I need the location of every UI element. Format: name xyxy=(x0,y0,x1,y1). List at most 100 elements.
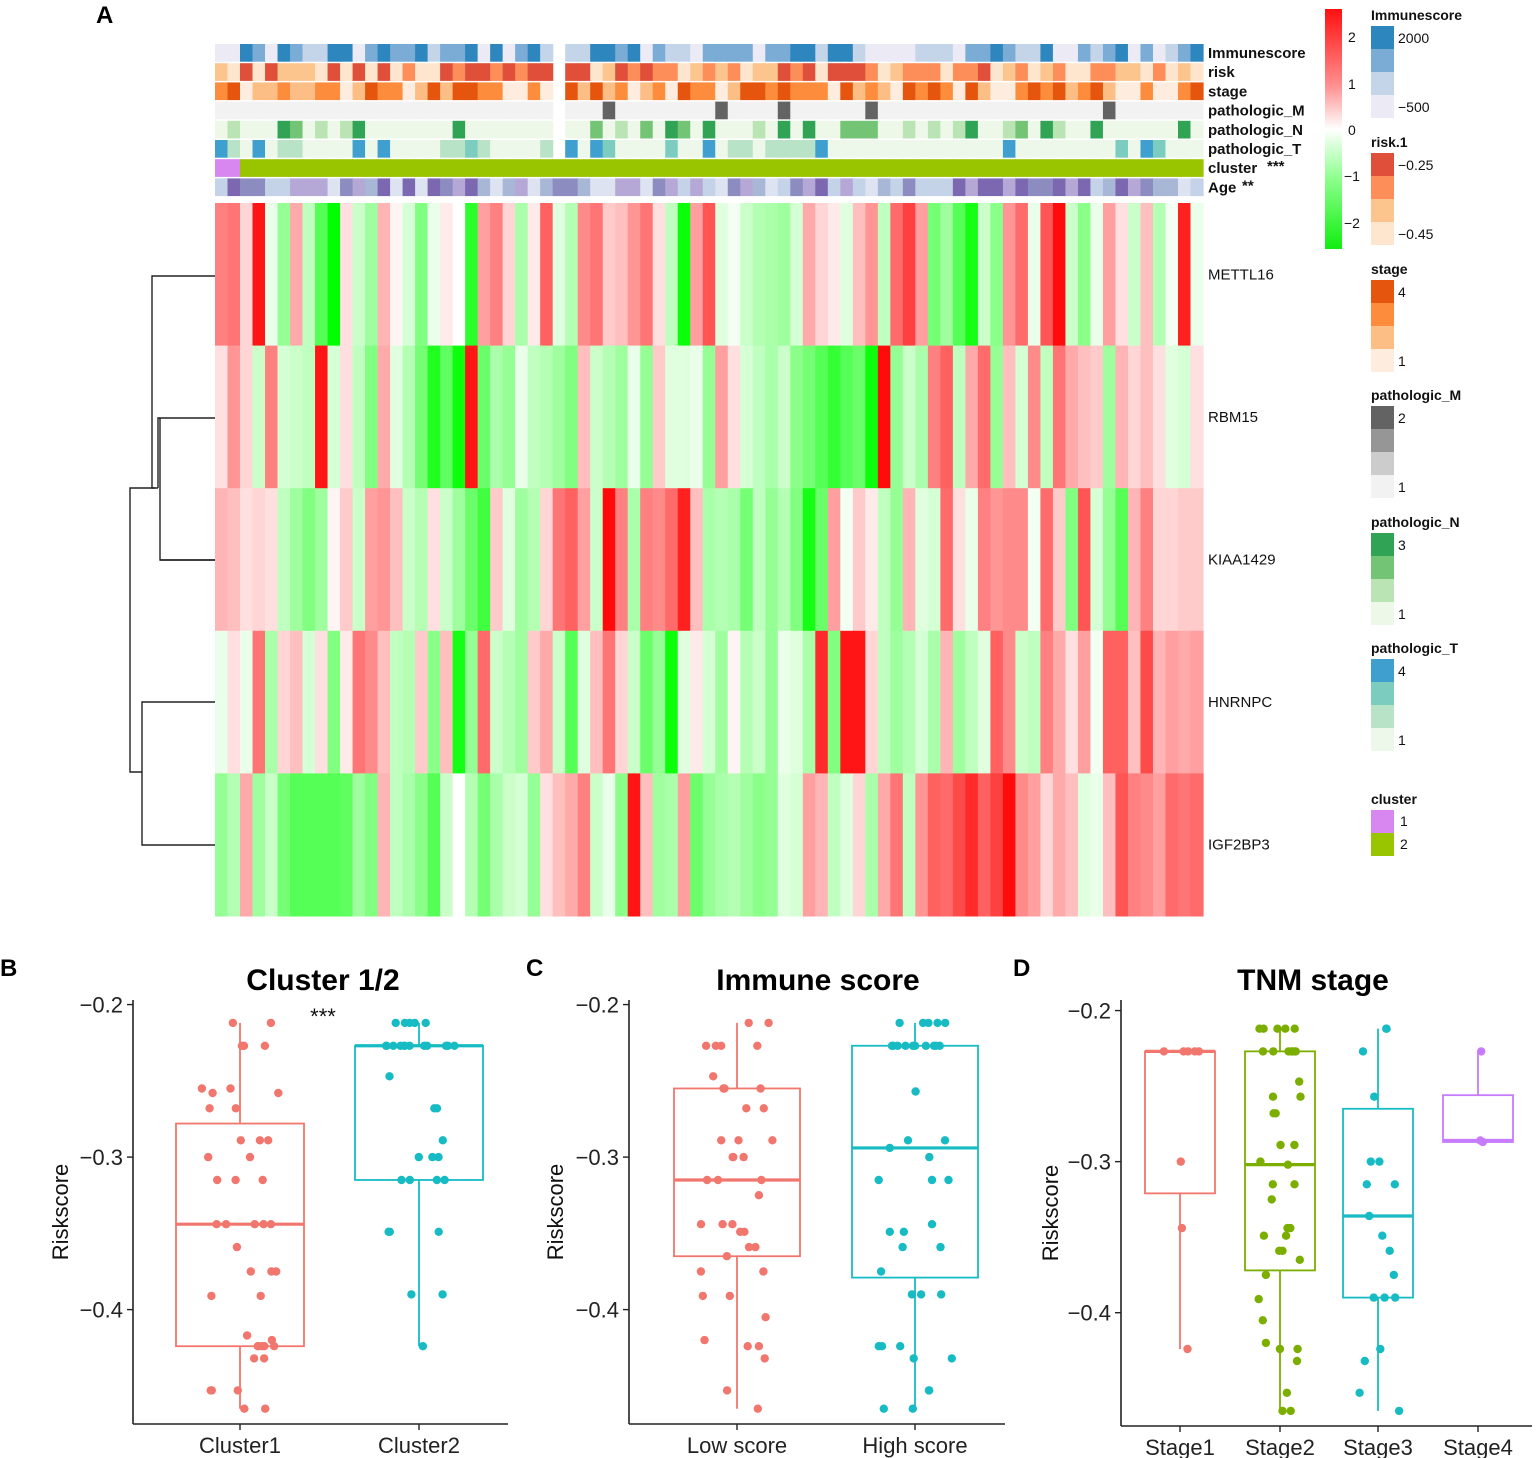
heatmap-cell xyxy=(1002,203,1017,347)
heatmap-cell xyxy=(590,773,604,917)
annotation-cell xyxy=(965,44,979,62)
data-point xyxy=(889,1041,898,1051)
annotation-cell xyxy=(277,140,291,158)
legend-tick: 3 xyxy=(1398,537,1406,553)
heatmap-cell xyxy=(1177,488,1192,632)
heatmap-cell xyxy=(740,488,754,632)
heatmap-cell xyxy=(1102,345,1117,489)
data-point xyxy=(713,1175,723,1185)
data-point xyxy=(936,1242,945,1252)
legend-swatch xyxy=(1371,833,1394,856)
data-point xyxy=(696,1267,706,1276)
annotation-cell xyxy=(827,44,841,62)
annotation-cell xyxy=(665,159,679,177)
data-point xyxy=(1282,1388,1292,1398)
annotation-cell xyxy=(265,63,279,81)
annotation-cell xyxy=(1115,140,1129,158)
heatmap-cell xyxy=(302,488,316,632)
heatmap-cell xyxy=(265,345,279,489)
annotation-cell xyxy=(340,178,354,197)
heatmap-cell xyxy=(990,203,1004,347)
data-point xyxy=(702,1175,712,1185)
data-point xyxy=(698,1291,707,1301)
annotation-cell xyxy=(390,44,404,62)
data-point xyxy=(1278,1246,1287,1256)
annotation-cell xyxy=(1177,140,1192,158)
annotation-cell xyxy=(1140,120,1154,139)
data-point xyxy=(1283,1160,1293,1169)
annotation-cell xyxy=(1190,44,1204,62)
heatmap-cell xyxy=(865,773,879,917)
data-point xyxy=(1281,1231,1291,1240)
annotation-cell xyxy=(827,178,841,197)
data-point xyxy=(1258,1316,1268,1325)
annotation-cell xyxy=(277,44,291,62)
annotation-cell xyxy=(602,63,616,81)
annotation-cell xyxy=(615,63,629,81)
annotation-cell xyxy=(427,82,441,101)
annotation-cell xyxy=(1152,178,1167,197)
heatmap-cell xyxy=(365,773,379,917)
heatmap-cell xyxy=(815,488,829,632)
heatmap-cell xyxy=(652,488,666,632)
annotation-cell xyxy=(615,178,629,197)
heatmap-cell xyxy=(290,488,304,632)
annotation-cell xyxy=(915,44,929,62)
annotation-cell xyxy=(740,140,754,158)
annotation-cell xyxy=(802,82,816,101)
heatmap-cell xyxy=(1052,345,1067,489)
annotation-cell xyxy=(965,120,979,139)
heatmap-cell xyxy=(802,630,816,774)
annotation-cell xyxy=(477,101,491,120)
heatmap-cell xyxy=(990,488,1004,632)
annotation-cell xyxy=(927,178,941,197)
annotation-cell xyxy=(302,140,316,158)
data-point xyxy=(1295,1255,1305,1265)
heatmap-cell xyxy=(427,488,441,632)
annotation-cell xyxy=(902,63,916,81)
annotation-cell xyxy=(290,44,304,62)
annotation-cell xyxy=(1177,120,1192,139)
heatmap-cell xyxy=(1152,345,1167,489)
annotation-cell xyxy=(615,82,629,101)
annotation-cell xyxy=(890,82,904,101)
annotation-cell xyxy=(252,82,266,101)
data-point xyxy=(899,1227,908,1237)
annotation-cell xyxy=(390,140,404,158)
heatmap-cell xyxy=(1052,203,1067,347)
annotation-cell xyxy=(427,120,441,139)
heatmap-cell xyxy=(777,488,791,632)
annotation-cell xyxy=(515,101,529,120)
annotation-cell xyxy=(977,101,991,120)
annotation-cell xyxy=(602,159,616,177)
annotation-cell xyxy=(990,159,1004,177)
annotation-cell xyxy=(502,140,516,158)
heatmap-cell xyxy=(1177,773,1192,917)
annotation-cell xyxy=(365,63,379,81)
significance-marker: *** xyxy=(310,1004,336,1029)
heatmap-cell xyxy=(527,488,541,632)
data-point xyxy=(255,1136,265,1145)
heatmap-cell xyxy=(627,345,641,489)
data-point xyxy=(204,1152,213,1162)
heatmap-cell xyxy=(1077,203,1092,347)
data-point xyxy=(1390,1180,1400,1189)
annotation-cell xyxy=(352,159,366,177)
annotation-cell xyxy=(477,178,491,197)
gene-labels: METTL16 RBM15 KIAA1429 HNRNPC IGF2BP3 xyxy=(1208,266,1276,853)
data-point xyxy=(1261,1270,1271,1280)
annotation-cell xyxy=(590,178,604,197)
heatmap-cell xyxy=(840,203,854,347)
heatmap-cell xyxy=(1015,488,1029,632)
annotation-cell xyxy=(565,178,579,197)
annotation-cell xyxy=(340,44,354,62)
annotation-cell xyxy=(565,63,579,81)
annotation-cell xyxy=(1015,82,1029,101)
heatmap-cell xyxy=(415,773,429,917)
data-point xyxy=(434,1227,443,1237)
annotation-cell xyxy=(1040,44,1054,62)
annotation-cell xyxy=(677,140,691,158)
annotation-cell xyxy=(577,82,591,101)
annotation-cell xyxy=(790,178,804,197)
annotation-cell xyxy=(540,159,554,177)
